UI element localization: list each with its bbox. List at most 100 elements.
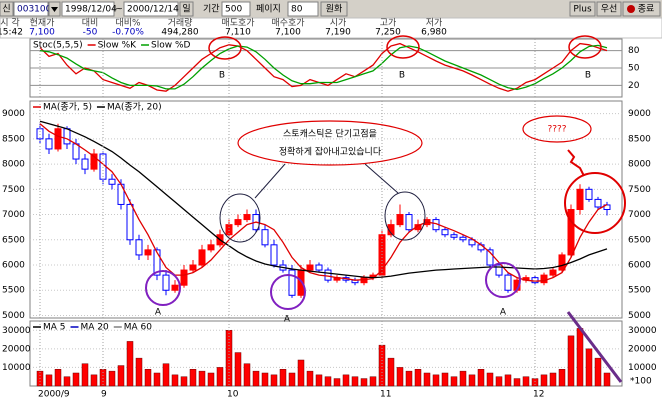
- y-tick-label: 10000: [2, 363, 31, 373]
- volume-bar: [459, 370, 467, 387]
- x-tick-label: 2000/9: [38, 390, 70, 400]
- volume-bar: [279, 369, 287, 387]
- candle-body: [594, 198, 602, 208]
- volume-bar: [504, 374, 512, 387]
- page-label: 페이지: [256, 4, 281, 15]
- volume-bar: [549, 372, 557, 387]
- start-date-input[interactable]: [61, 1, 115, 17]
- volume-bar: [351, 376, 359, 387]
- x-tick-label: 10: [227, 390, 239, 400]
- quote-value: -50: [83, 28, 98, 38]
- annotation: B: [219, 71, 225, 81]
- ma-line: [39, 123, 608, 282]
- quote-header: 현재가: [30, 18, 55, 29]
- y-tick-label: 20000: [628, 344, 657, 354]
- quote-value: 494,280: [161, 28, 198, 38]
- candle-body: [234, 219, 242, 226]
- annotation: ????: [547, 125, 566, 135]
- volume-bar: [288, 372, 296, 387]
- dropdown-arrow: [51, 7, 58, 12]
- market-button[interactable]: [0, 1, 14, 17]
- y-tick-label: 8000: [628, 160, 651, 170]
- volume-bar: [306, 370, 314, 387]
- volume-bar: [180, 376, 188, 387]
- volume-bar: [558, 369, 566, 387]
- annotation-shape: [564, 172, 626, 234]
- volume-bar: [486, 372, 494, 387]
- y-tick-label: 6500: [628, 235, 651, 245]
- legend-label: Slow %K: [98, 41, 137, 51]
- period-input[interactable]: [221, 1, 251, 17]
- candle-body: [288, 269, 296, 296]
- volume-bar: [297, 359, 305, 387]
- volume-bar: [513, 378, 521, 387]
- volume-bar: [90, 374, 98, 387]
- candle-body: [135, 239, 143, 256]
- priority-label: 우선: [601, 4, 618, 15]
- candle-body: [468, 239, 476, 246]
- quote-header: 저가: [426, 18, 443, 29]
- annotation-shape: [566, 311, 623, 383]
- start-date: 1998/12/04: [65, 5, 117, 15]
- candle-body: [180, 269, 188, 286]
- x-tick-label: 12: [533, 390, 544, 400]
- volume-bar: [144, 369, 152, 387]
- volume-bar: [225, 330, 233, 387]
- market-label: 신: [2, 4, 10, 15]
- annotation-shape: [485, 262, 521, 298]
- candle-body: [81, 158, 89, 170]
- volume-bar: [576, 328, 584, 387]
- quote-value: 7,250: [375, 28, 401, 38]
- page-value: 80: [291, 5, 303, 15]
- annotation: B: [585, 71, 591, 81]
- candle-body: [450, 234, 458, 238]
- candle-body: [162, 274, 170, 291]
- y-tick-label: 20000: [2, 344, 31, 354]
- candle-body: [531, 277, 539, 284]
- candle-body: [549, 269, 557, 276]
- candle-body: [396, 214, 404, 226]
- y-tick-label: 5000: [628, 311, 651, 321]
- annotation-shape: [254, 163, 286, 199]
- legend-label: MA(종가, 5): [43, 102, 92, 113]
- volume-bar: [567, 335, 575, 387]
- unit-button[interactable]: [179, 1, 194, 17]
- priority-button[interactable]: [596, 1, 622, 17]
- y-tick-label: 50: [628, 64, 640, 74]
- candle-body: [540, 274, 548, 284]
- annotation-shape: [567, 149, 585, 177]
- annotation: A: [284, 315, 291, 325]
- volume-bar: [252, 370, 260, 387]
- volume-bar: [108, 370, 116, 387]
- annotation: A: [500, 308, 507, 318]
- y-tick-label: 6000: [2, 261, 25, 271]
- candle-body: [189, 264, 197, 271]
- end-date-input[interactable]: [123, 1, 179, 17]
- y-tick-label: 7500: [2, 185, 25, 195]
- candle-body: [72, 143, 80, 160]
- candle-body: [171, 284, 179, 291]
- annotation-shape: [270, 274, 306, 310]
- unit-label: 일: [182, 4, 190, 15]
- page-input[interactable]: [287, 1, 319, 17]
- candle-body: [45, 138, 53, 150]
- y-tick-label: 8500: [628, 134, 651, 144]
- volume-bar: [540, 374, 548, 387]
- plus-button[interactable]: [569, 1, 596, 17]
- candle-body: [405, 214, 413, 231]
- quote-value: 6,980: [421, 28, 447, 38]
- code-input[interactable]: [13, 1, 49, 17]
- candle-body: [261, 229, 269, 246]
- quote-header: 시 각: [0, 17, 19, 29]
- y-tick-label: 5500: [628, 286, 651, 296]
- legend-label: Slow %D: [151, 41, 190, 51]
- volume-bar: [216, 367, 224, 387]
- volume-bar: [261, 372, 269, 387]
- quote-header: 고가: [380, 18, 397, 29]
- y-tick-label: 7000: [2, 210, 25, 220]
- quote-value: 15:42: [0, 28, 23, 38]
- currency-button[interactable]: [320, 1, 348, 17]
- x-tick-label: 11: [380, 390, 391, 400]
- y-tick-label: 9000: [628, 109, 651, 119]
